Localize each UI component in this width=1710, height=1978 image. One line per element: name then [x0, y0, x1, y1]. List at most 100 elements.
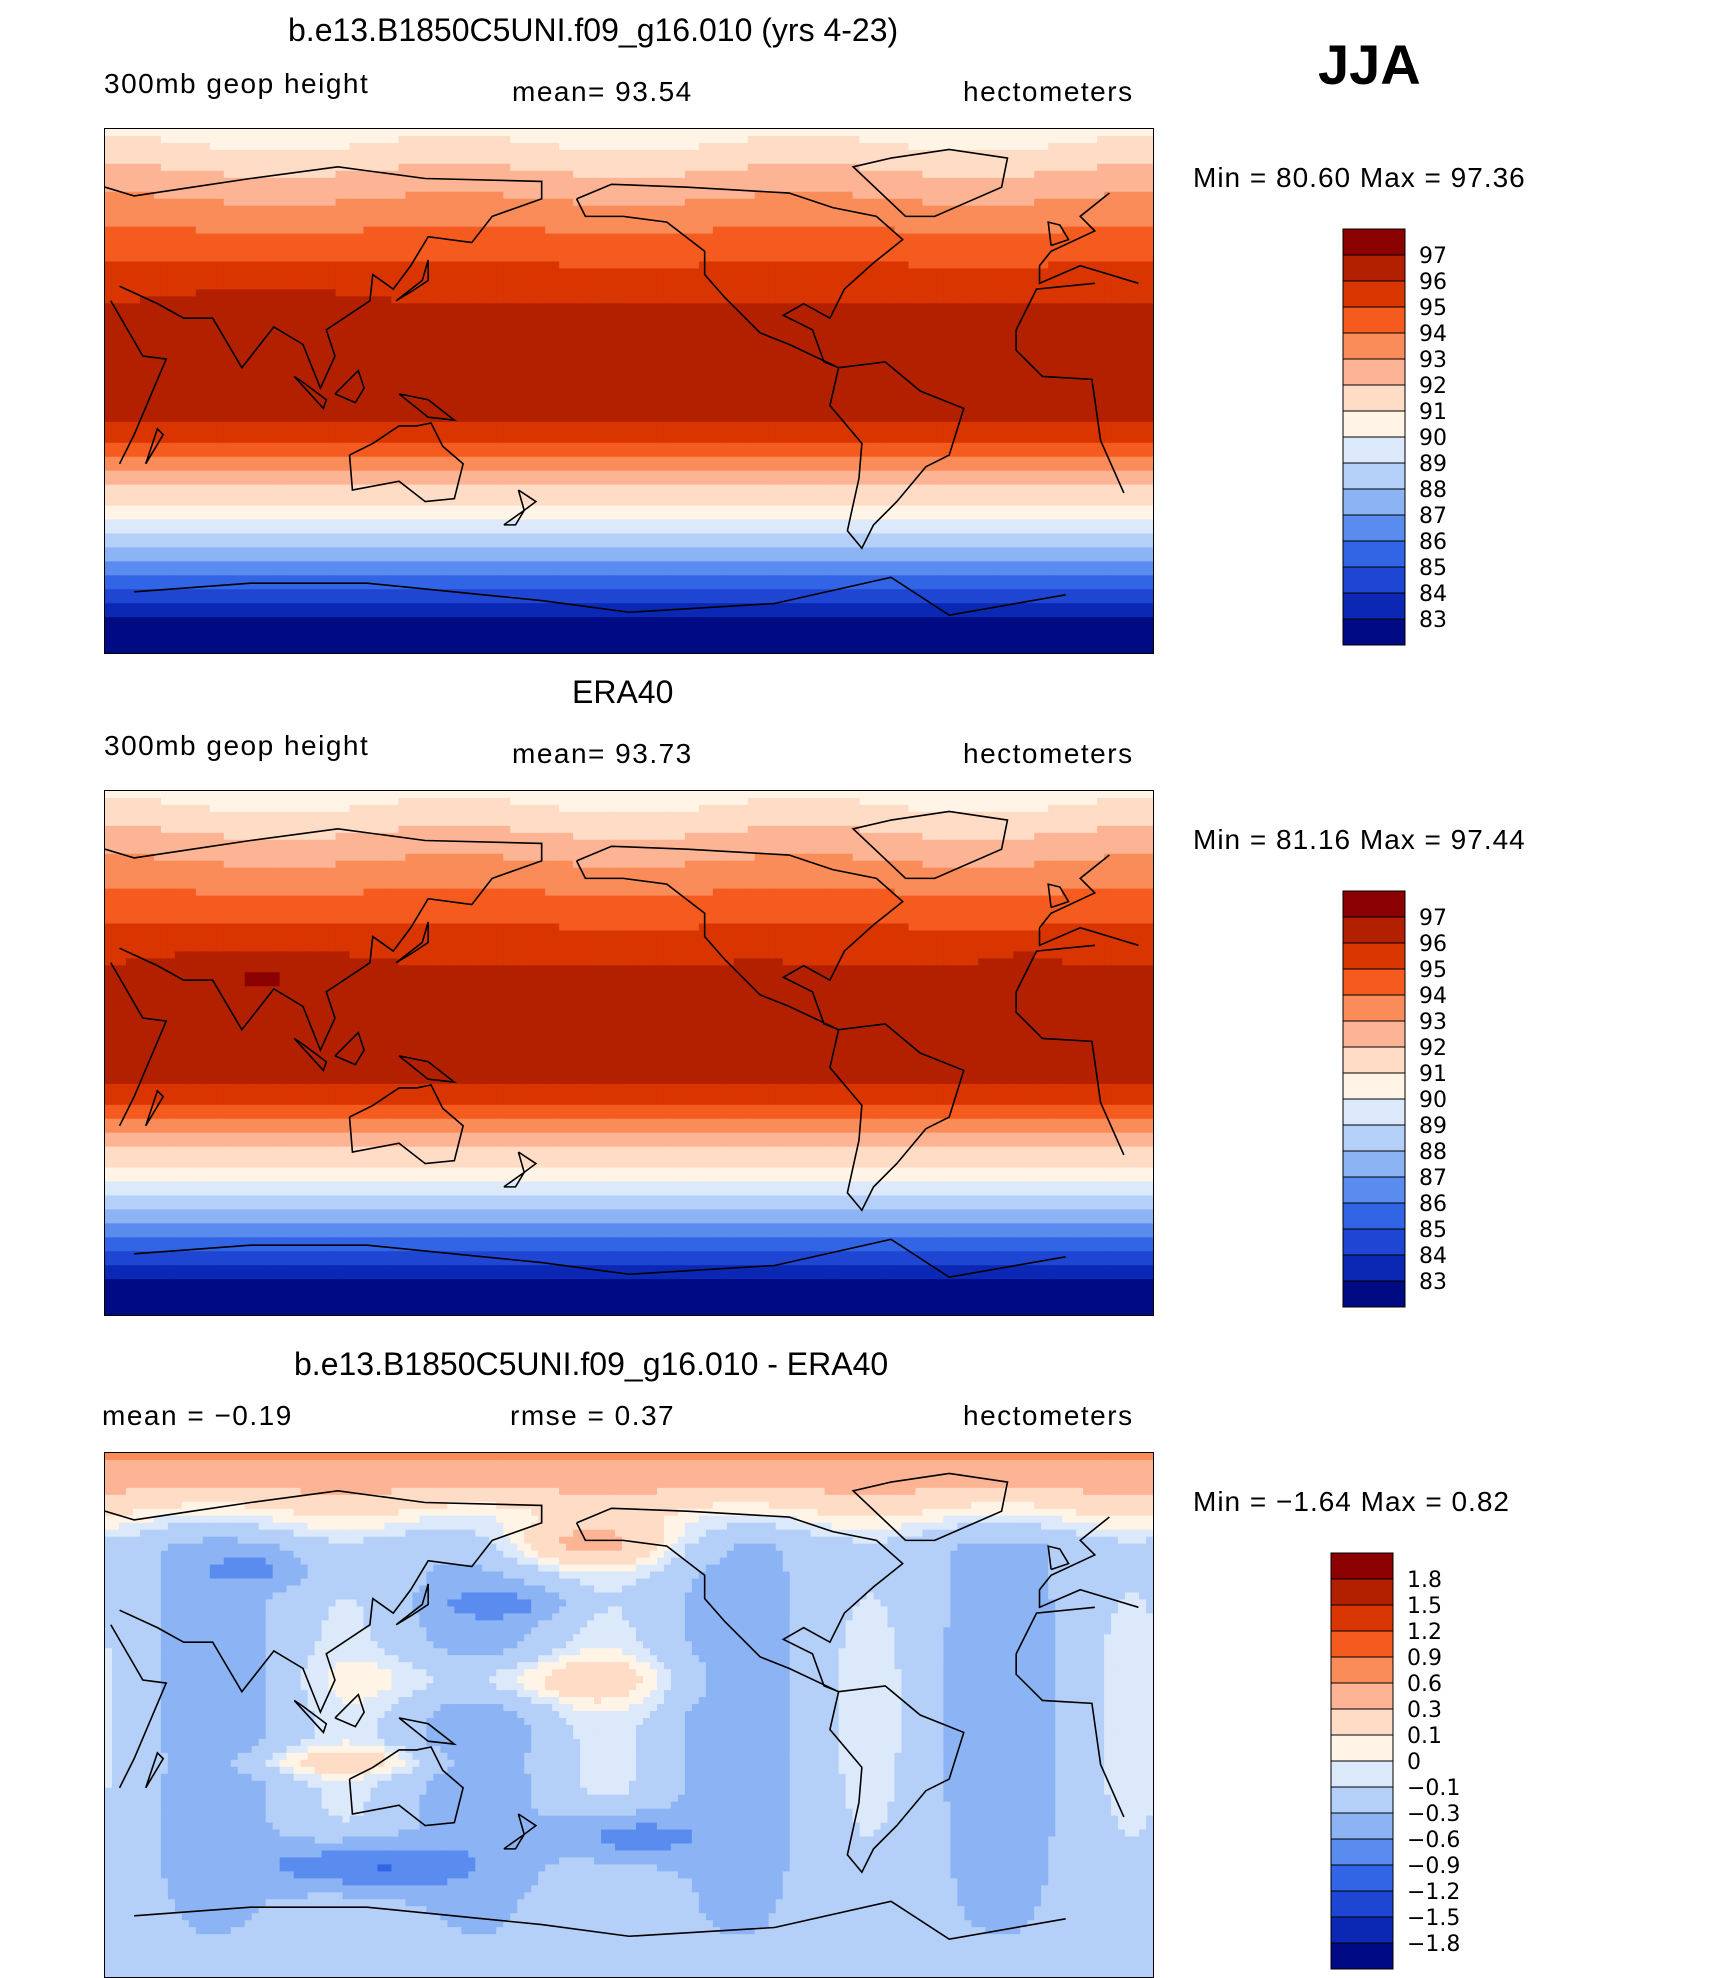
- colorbar-swatch: [1342, 1098, 1406, 1126]
- colorbar-tick-label: 1.8: [1407, 1568, 1442, 1593]
- coastline: [517, 1151, 538, 1174]
- colorbar-tick-label: 0.1: [1407, 1724, 1442, 1749]
- coastline: [503, 509, 525, 526]
- colorbar-swatch: [1342, 1228, 1406, 1256]
- panel-2-mean: mean= 93.73: [512, 738, 693, 770]
- coastline: [851, 148, 1009, 218]
- panel-2-map: [104, 790, 1154, 1316]
- colorbar-tick-label: 84: [1419, 582, 1447, 607]
- colorbar-tick-label: 86: [1419, 1192, 1447, 1217]
- coastline: [1047, 883, 1070, 909]
- colorbar-tick-label: 83: [1419, 1270, 1447, 1295]
- colorbar-swatch: [1342, 306, 1406, 334]
- coastline: [395, 259, 429, 302]
- panel-3-map: [104, 1452, 1154, 1978]
- colorbar-swatch: [1330, 1916, 1394, 1944]
- colorbar-swatch: [1342, 890, 1406, 918]
- colorbar-swatch: [1330, 1812, 1394, 1840]
- colorbar-swatch: [1330, 1760, 1394, 1788]
- coastline: [517, 1813, 538, 1836]
- colorbar-swatch: [1342, 540, 1406, 568]
- colorbar-tick-label: −0.6: [1407, 1828, 1460, 1853]
- coastline: [348, 1746, 465, 1827]
- coastline: [334, 1031, 365, 1066]
- colorbar-swatch: [1342, 566, 1406, 594]
- colorbar-tick-label: 90: [1419, 1088, 1447, 1113]
- season-label: JJA: [1318, 32, 1421, 97]
- colorbar-tick-label: −1.2: [1407, 1880, 1460, 1905]
- coastline: [398, 393, 458, 422]
- panel-1-colorbar: 97 96 95 94 93 92 91 90 89 88 87 86 85 84 83: [1342, 228, 1543, 649]
- colorbar-swatch: [1342, 462, 1406, 490]
- coastline: [105, 828, 1139, 1053]
- coastline: [105, 166, 1139, 391]
- colorbar-tick-label: 93: [1419, 348, 1447, 373]
- colorbar-tick-label: 92: [1419, 1036, 1447, 1061]
- coastline: [575, 183, 904, 369]
- colorbar-swatch: [1330, 1786, 1394, 1814]
- colorbar-tick-label: 0.6: [1407, 1672, 1442, 1697]
- coastline: [575, 1507, 904, 1693]
- coastline: [134, 1238, 1066, 1278]
- colorbar-swatch: [1342, 1150, 1406, 1178]
- colorbar-swatch: [1342, 1254, 1406, 1282]
- coastline: [144, 1089, 165, 1127]
- panel-3-minmax: Min = −1.64 Max = 0.82: [1193, 1486, 1510, 1518]
- coastline: [334, 1693, 365, 1728]
- coastline: [398, 1717, 458, 1746]
- colorbar-swatch: [1342, 1072, 1406, 1100]
- colorbar-tick-label: 92: [1419, 374, 1447, 399]
- colorbar-tick-label: −0.3: [1407, 1802, 1460, 1827]
- panel-2-title: ERA40: [572, 674, 673, 711]
- colorbar-swatch: [1330, 1656, 1394, 1684]
- panel-2-units: hectometers: [963, 738, 1134, 770]
- colorbar-tick-label: 94: [1419, 322, 1447, 347]
- colorbar-tick-label: 87: [1419, 1166, 1447, 1191]
- coastline: [110, 944, 1125, 1156]
- coastline: [110, 1606, 1125, 1818]
- coastline: [851, 1472, 1009, 1542]
- colorbar-swatch: [1342, 994, 1406, 1022]
- coastline: [105, 1490, 1139, 1715]
- coastline: [144, 427, 165, 465]
- coastline: [134, 576, 1066, 616]
- colorbar-tick-label: 97: [1419, 244, 1447, 269]
- coastline: [1047, 221, 1070, 247]
- coastline: [503, 1833, 525, 1850]
- coastline: [144, 1751, 165, 1789]
- colorbar-swatch: [1342, 280, 1406, 308]
- panel-3-units: hectometers: [963, 1400, 1134, 1432]
- panel-3-mean: mean = −0.19: [102, 1400, 293, 1432]
- colorbar-swatch: [1342, 968, 1406, 996]
- colorbar-tick-label: 0.3: [1407, 1698, 1442, 1723]
- colorbar-swatch: [1342, 1020, 1406, 1048]
- colorbar-swatch: [1342, 410, 1406, 438]
- colorbar-tick-label: 91: [1419, 400, 1447, 425]
- colorbar-tick-label: 0: [1407, 1750, 1421, 1775]
- coastline: [517, 489, 538, 512]
- coastline: [293, 1699, 328, 1734]
- colorbar-swatch: [1342, 942, 1406, 970]
- colorbar-swatch: [1330, 1682, 1394, 1710]
- coastline: [293, 1037, 328, 1072]
- colorbar-tick-label: 83: [1419, 608, 1447, 633]
- colorbar-tick-label: 88: [1419, 1140, 1447, 1165]
- colorbar-tick-label: −0.1: [1407, 1776, 1460, 1801]
- colorbar-swatch: [1342, 1124, 1406, 1152]
- coastline: [334, 369, 365, 404]
- colorbar-swatch: [1342, 332, 1406, 360]
- colorbar-swatch: [1342, 1202, 1406, 1230]
- colorbar-swatch: [1330, 1838, 1394, 1866]
- coastline: [575, 845, 904, 1031]
- panel-1-variable: 300mb geop height: [104, 68, 369, 100]
- colorbar-swatch: [1330, 1734, 1394, 1762]
- colorbar-tick-label: 84: [1419, 1244, 1447, 1269]
- coastline: [110, 282, 1125, 494]
- colorbar-swatch: [1330, 1552, 1394, 1580]
- coastline: [829, 1023, 965, 1212]
- colorbar-tick-label: 90: [1419, 426, 1447, 451]
- colorbar-swatch: [1342, 228, 1406, 256]
- colorbar-tick-label: 87: [1419, 504, 1447, 529]
- colorbar-tick-label: 88: [1419, 478, 1447, 503]
- colorbar-tick-label: 89: [1419, 1114, 1447, 1139]
